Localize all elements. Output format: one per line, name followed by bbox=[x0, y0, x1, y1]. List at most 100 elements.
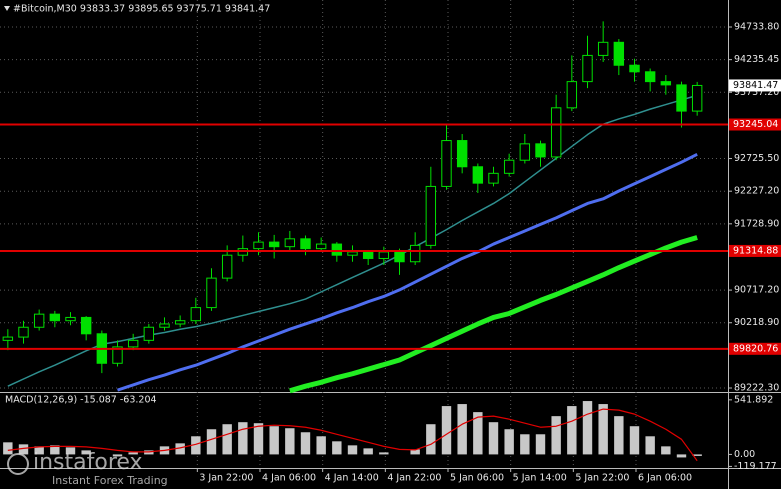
price-line-tag bbox=[729, 118, 781, 131]
candle-body bbox=[331, 243, 343, 256]
watermark: instaforex Instant Forex Trading bbox=[7, 450, 168, 487]
candle-body bbox=[18, 326, 29, 338]
candle-body bbox=[284, 238, 296, 248]
macd-bar bbox=[269, 426, 279, 455]
macd-bar bbox=[128, 452, 138, 455]
macd-bar bbox=[692, 454, 702, 456]
price-line-tag bbox=[729, 244, 781, 257]
candle-body bbox=[691, 84, 703, 112]
macd-bar bbox=[473, 412, 483, 455]
candle-body bbox=[472, 166, 484, 184]
macd-bar bbox=[238, 422, 248, 455]
price-line-tag bbox=[729, 342, 781, 355]
candle-body bbox=[394, 251, 405, 263]
macd-bar bbox=[253, 423, 264, 455]
macd-bar bbox=[676, 454, 687, 458]
macd-bar bbox=[598, 404, 608, 455]
candle-body bbox=[644, 71, 656, 83]
macd-bar bbox=[50, 445, 60, 455]
macd-bar bbox=[206, 429, 217, 455]
macd-bar bbox=[582, 401, 593, 455]
candle-body bbox=[519, 143, 531, 161]
x-tick-label: 6 Jan 06:00 bbox=[638, 473, 692, 484]
macd-bar bbox=[112, 454, 123, 457]
price-line-label: 89820.76 bbox=[733, 343, 778, 354]
macd-bar bbox=[551, 416, 561, 455]
macd-bar bbox=[316, 436, 326, 455]
macd-bar bbox=[535, 434, 546, 455]
macd-bar bbox=[191, 436, 201, 455]
candle-body bbox=[65, 316, 76, 322]
y-tick-label: 90717.20 bbox=[734, 285, 779, 296]
y-tick-label: 541.892 bbox=[734, 394, 773, 405]
candle-body bbox=[143, 326, 155, 341]
macd-bar bbox=[3, 442, 13, 455]
candle-body bbox=[566, 81, 578, 109]
candle-body bbox=[33, 313, 45, 328]
candle-body bbox=[676, 84, 687, 112]
candle-body bbox=[378, 251, 390, 259]
x-tick-label: 5 Jan 06:00 bbox=[450, 473, 504, 484]
candle-body bbox=[347, 251, 358, 256]
candle-body bbox=[268, 241, 280, 248]
moving-average bbox=[117, 152, 698, 392]
watermark-tagline: Instant Forex Trading bbox=[52, 474, 168, 487]
candle-body bbox=[174, 320, 186, 325]
candle-body bbox=[206, 277, 217, 309]
candle-body bbox=[159, 323, 170, 328]
candle-body bbox=[503, 159, 515, 174]
y-tick-label: 91728.90 bbox=[734, 218, 779, 229]
macd-bar bbox=[410, 449, 420, 455]
macd-bar bbox=[347, 445, 358, 455]
y-tick-label: 90218.90 bbox=[734, 317, 779, 328]
macd-label: MACD(12,26,9) -15.087 -63.204 bbox=[5, 395, 157, 406]
x-tick-label: 5 Jan 14:00 bbox=[513, 473, 567, 484]
moving-average bbox=[289, 235, 698, 394]
macd-bar bbox=[285, 428, 295, 455]
price-line-label: 93245.04 bbox=[733, 119, 778, 130]
current-price-tag bbox=[729, 79, 781, 92]
chart-title: #Bitcoin,M30 93833.37 93895.65 93775.71 … bbox=[13, 4, 270, 15]
macd-bar bbox=[520, 434, 530, 455]
macd-bar bbox=[222, 424, 232, 455]
y-tick-label: 92725.50 bbox=[734, 153, 779, 164]
candle-body bbox=[425, 185, 437, 246]
candle-body bbox=[441, 140, 452, 187]
y-tick-label: 92227.20 bbox=[734, 186, 779, 197]
title-icon bbox=[4, 6, 10, 11]
macd-bar bbox=[332, 441, 342, 455]
y-tick-label: 0.00 bbox=[734, 449, 755, 460]
candle-body bbox=[409, 244, 421, 263]
macd-bar bbox=[175, 443, 185, 455]
candle-body bbox=[660, 81, 672, 86]
y-tick-label: 89222.30 bbox=[734, 383, 779, 394]
macd-bar bbox=[645, 436, 655, 455]
macd-bar bbox=[34, 446, 44, 455]
candle-body bbox=[629, 64, 640, 73]
macd-signal bbox=[7, 408, 698, 462]
candle-body bbox=[80, 316, 92, 335]
candle-body bbox=[535, 143, 546, 158]
candle-body bbox=[613, 41, 625, 66]
y-tick-label: 94235.45 bbox=[734, 54, 779, 65]
x-tick-label: 4 Jan 06:00 bbox=[262, 473, 316, 484]
candle-body bbox=[550, 107, 562, 158]
macd-bar bbox=[441, 406, 452, 455]
candle-body bbox=[362, 251, 374, 259]
macd-bar bbox=[504, 429, 514, 455]
macd-bar bbox=[629, 426, 640, 455]
macd-bar bbox=[567, 406, 577, 455]
macd-bar bbox=[81, 450, 91, 455]
x-tick-label: 4 Jan 14:00 bbox=[325, 473, 379, 484]
x-tick-label: 5 Jan 22:00 bbox=[575, 473, 629, 484]
x-tick-label: 4 Jan 22:00 bbox=[387, 473, 441, 484]
price-line-label: 91314.88 bbox=[733, 245, 778, 256]
watermark-brand: instaforex bbox=[33, 450, 143, 475]
y-tick-label: 93737.20 bbox=[734, 87, 779, 98]
macd-bar bbox=[300, 432, 311, 455]
macd-bar bbox=[65, 447, 76, 455]
macd-bar bbox=[426, 424, 436, 455]
